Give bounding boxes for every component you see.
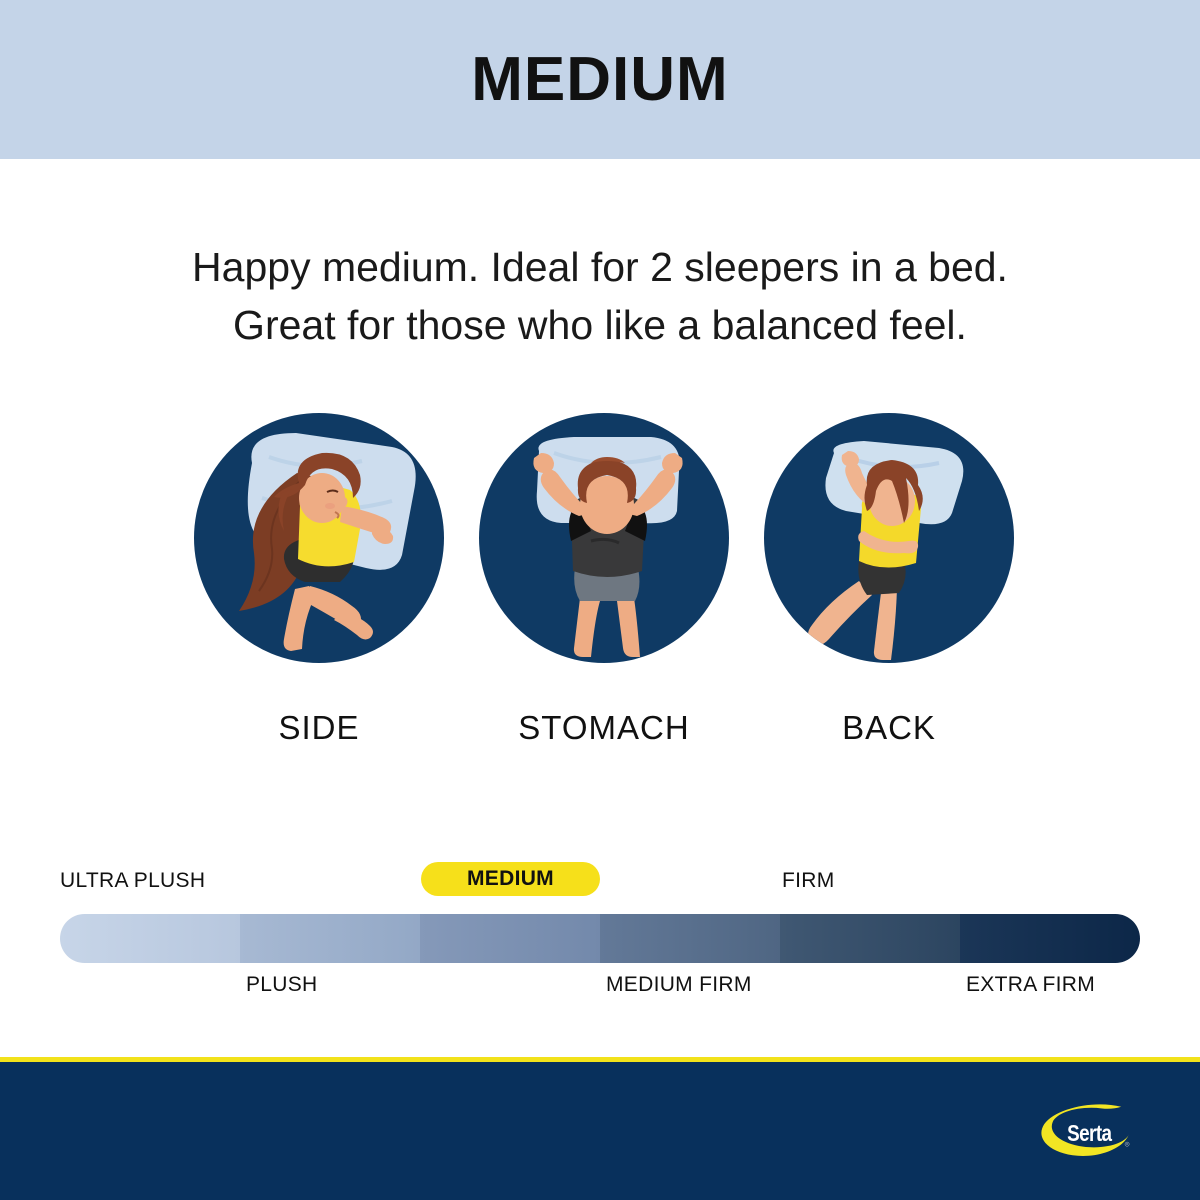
svg-text:Serta: Serta	[1067, 1120, 1112, 1147]
svg-text:R: R	[1126, 1143, 1128, 1146]
